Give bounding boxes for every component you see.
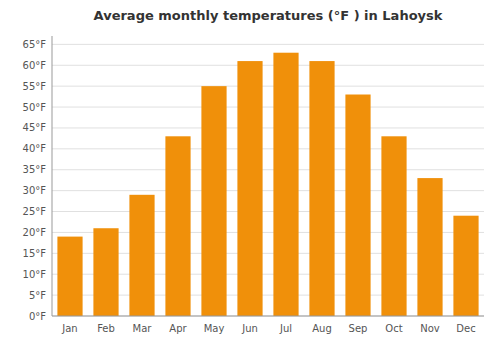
x-tick-label: Jun: [241, 323, 258, 334]
y-tick-label: 40°F: [23, 143, 47, 154]
x-tick-label: Sep: [349, 323, 368, 334]
y-tick-label: 0°F: [29, 311, 46, 322]
x-tick-label: Jan: [61, 323, 77, 334]
bar: [381, 136, 406, 316]
bar: [93, 228, 118, 316]
bars: [57, 53, 478, 316]
x-tick-label: Jul: [279, 323, 292, 334]
grid-line: [52, 86, 484, 87]
x-tick-label: Feb: [97, 323, 115, 334]
y-tick-label: 30°F: [23, 185, 47, 196]
grid-line: [52, 169, 484, 170]
bar: [453, 216, 478, 316]
bar: [129, 195, 154, 316]
x-tick-label: Apr: [169, 323, 187, 334]
y-tick-label: 15°F: [23, 248, 47, 259]
y-tick-label: 50°F: [23, 102, 47, 113]
chart-svg: Average monthly temperatures (°F ) in La…: [0, 0, 500, 350]
bar: [57, 237, 82, 316]
bar: [417, 178, 442, 316]
y-tick-label: 55°F: [23, 81, 47, 92]
y-tick-label: 45°F: [23, 122, 47, 133]
grid-line: [52, 148, 484, 149]
y-tick-label: 35°F: [23, 164, 47, 175]
x-tick-label: Dec: [456, 323, 475, 334]
y-tick-label: 10°F: [23, 269, 47, 280]
chart-container: Average monthly temperatures (°F ) in La…: [0, 0, 500, 350]
y-axis-line: [52, 36, 53, 316]
y-tick-label: 25°F: [23, 206, 47, 217]
x-tick-label: Oct: [385, 323, 402, 334]
x-tick-label: Mar: [133, 323, 153, 334]
x-axis-line: [52, 316, 484, 317]
y-tick-label: 60°F: [23, 60, 47, 71]
bar: [201, 86, 226, 316]
bar: [165, 136, 190, 316]
chart-title: Average monthly temperatures (°F ) in La…: [94, 8, 443, 23]
bar: [273, 53, 298, 316]
grid-line: [52, 316, 484, 317]
grid-line: [52, 127, 484, 128]
grid-line: [52, 44, 484, 45]
bar: [345, 95, 370, 316]
y-tick-label: 5°F: [29, 290, 46, 301]
bar: [237, 61, 262, 316]
grid-line: [52, 65, 484, 66]
grid: [52, 44, 484, 316]
x-tick-label: May: [204, 323, 225, 334]
bar: [309, 61, 334, 316]
y-tick-label: 20°F: [23, 227, 47, 238]
y-tick-label: 65°F: [23, 39, 47, 50]
x-tick-label: Nov: [420, 323, 440, 334]
grid-line: [52, 107, 484, 108]
x-tick-label: Aug: [312, 323, 332, 334]
